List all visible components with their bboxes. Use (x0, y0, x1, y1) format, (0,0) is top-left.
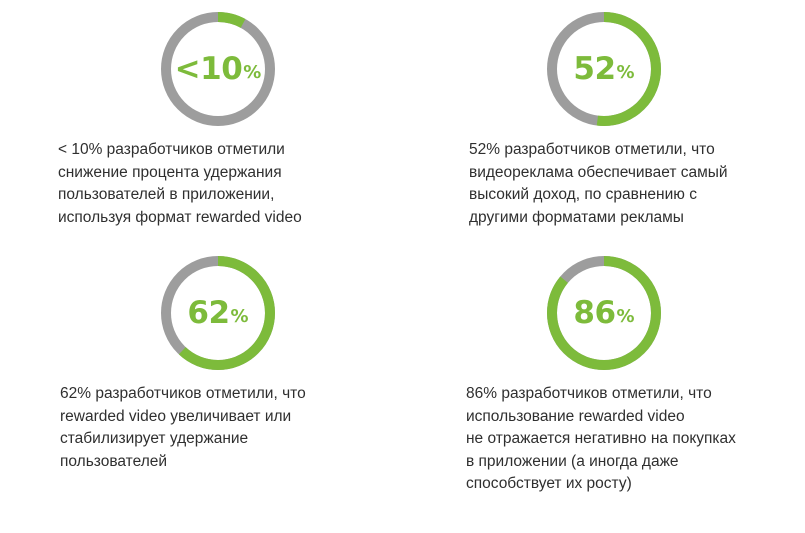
donut-value-arc (161, 12, 275, 126)
caption-line: видеореклама обеспечивает самый (469, 163, 728, 181)
stat-caption: 86% разработчиков отметили, что использо… (466, 383, 736, 496)
caption-line: способствует их росту) (466, 475, 632, 492)
percent-sign: % (616, 306, 635, 327)
percentage-number: <10 (174, 51, 243, 87)
caption-line: не отражается негативно на покупках (466, 430, 736, 447)
donut-value-arc (161, 256, 275, 370)
percent-sign: % (230, 306, 249, 327)
percentage-value: 86% (545, 254, 663, 372)
caption-line: используя формат rewarded video (58, 208, 302, 226)
stat-caption: 62% разработчиков отметили, что rewarded… (60, 383, 306, 473)
donut-chart: 52% (545, 10, 663, 128)
donut-chart: <10% (159, 10, 277, 128)
caption-line: < 10% разработчиков отметили (58, 141, 285, 158)
percentage-number: 52 (573, 51, 616, 87)
caption-line: 62% разработчиков отметили, что (60, 385, 306, 402)
caption-line: снижение процента удержания (58, 163, 282, 181)
stat-caption: 52% разработчиков отметили, что видеорек… (469, 139, 728, 229)
percentage-number: 62 (187, 295, 230, 331)
caption-line: высокий доход, по сравнению с (469, 186, 697, 203)
donut-value-arc (547, 12, 661, 126)
donut-value-arc (547, 256, 661, 370)
donut-svg (161, 12, 275, 126)
percentage-value: 62% (159, 254, 277, 372)
caption-line: стабилизирует удержание (60, 430, 249, 447)
caption-line: использование rewarded video (466, 407, 685, 425)
caption-line: 86% разработчиков отметили, что (466, 385, 712, 402)
caption-line: в приложении (а иногда даже (466, 452, 679, 470)
caption-line: rewarded video увеличивает или (60, 407, 292, 425)
donut-svg (547, 12, 661, 126)
percentage-value: <10% (159, 10, 277, 128)
caption-line: пользователей (60, 452, 168, 470)
caption-line: пользователей в приложении, (58, 186, 275, 203)
caption-line: другими форматами рекламы (469, 208, 684, 226)
percentage-value: 52% (545, 10, 663, 128)
donut-chart: 86% (545, 254, 663, 372)
percent-sign: % (243, 62, 262, 83)
stat-caption: < 10% разработчиков отметили снижение пр… (58, 139, 302, 229)
donut-svg (161, 256, 275, 370)
percentage-number: 86 (573, 295, 616, 331)
donut-chart: 62% (159, 254, 277, 372)
caption-line: 52% разработчиков отметили, что (469, 141, 715, 158)
donut-svg (547, 256, 661, 370)
percent-sign: % (616, 62, 635, 83)
